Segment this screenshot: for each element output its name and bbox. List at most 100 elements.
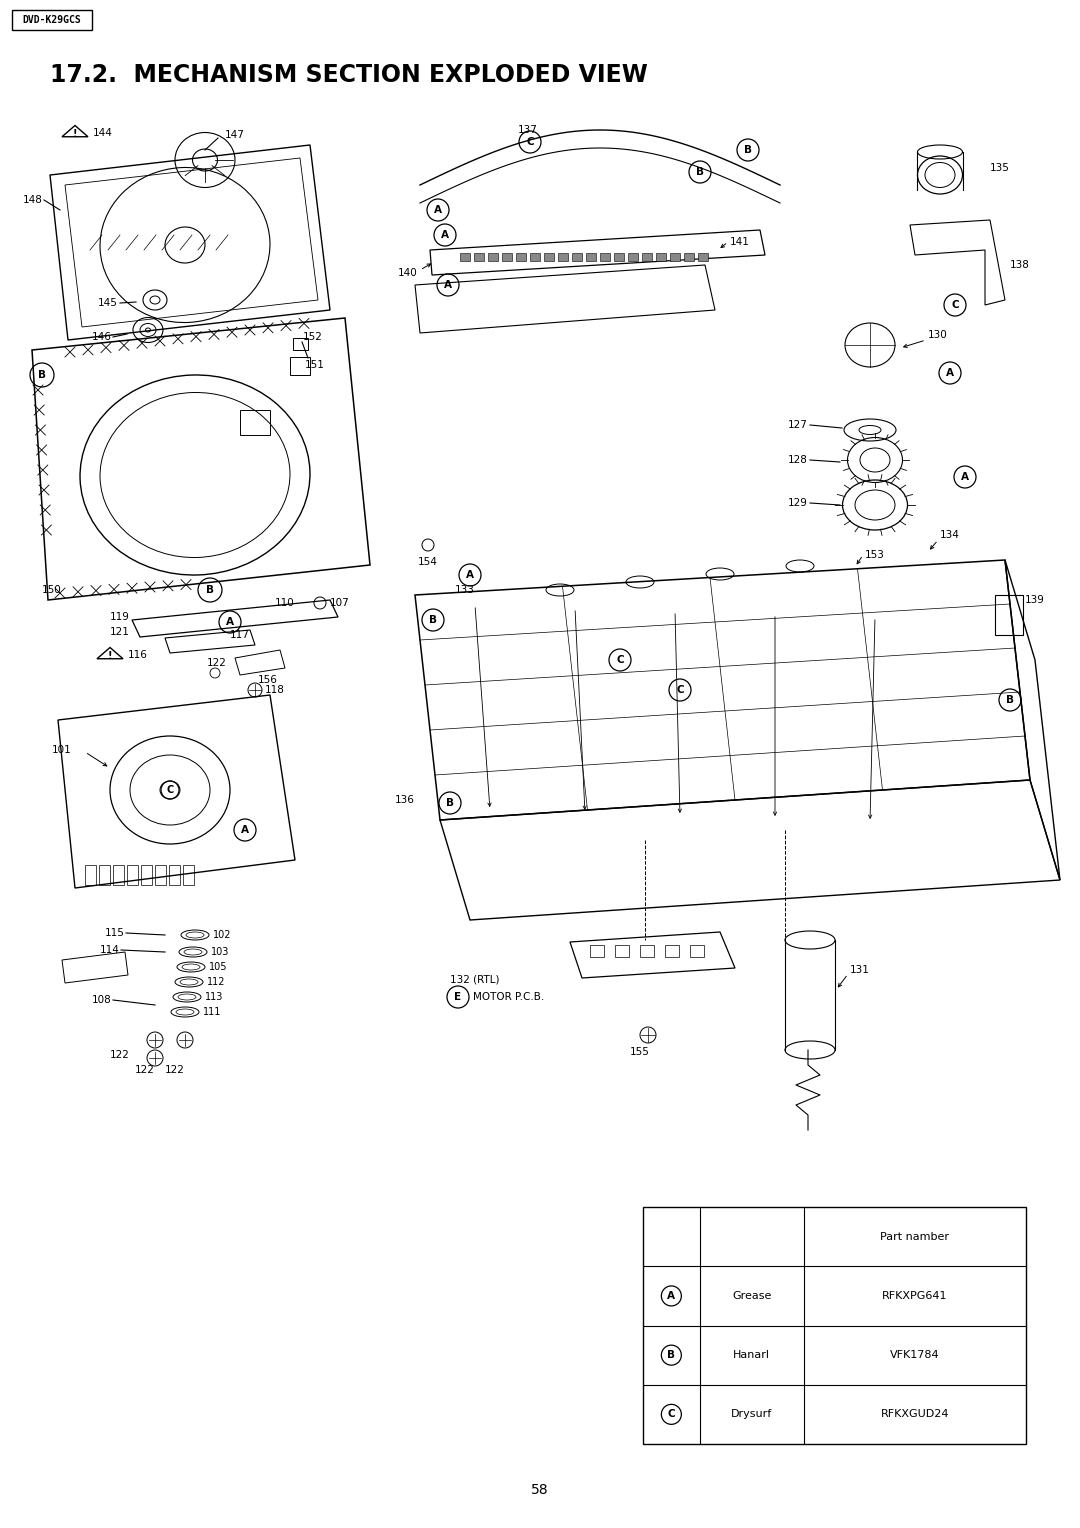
Bar [572,254,582,261]
Bar [141,865,152,885]
Text: 140: 140 [399,267,418,278]
Text: A: A [961,472,969,481]
Text: 133: 133 [455,585,475,594]
Text: 121: 121 [110,626,130,637]
Text: B: B [744,145,752,154]
Bar [113,865,124,885]
Text: 129: 129 [788,498,808,507]
Text: 17.2.  MECHANISM SECTION EXPLODED VIEW: 17.2. MECHANISM SECTION EXPLODED VIEW [50,63,648,87]
Text: 146: 146 [92,332,112,342]
Bar [85,865,96,885]
Text: 145: 145 [98,298,118,309]
Text: C: C [951,299,959,310]
Bar [99,865,110,885]
Text: 155: 155 [630,1047,650,1057]
Text: 112: 112 [207,976,226,987]
Text: B: B [446,798,454,808]
Bar [502,254,512,261]
Text: 118: 118 [265,685,285,695]
Text: 154: 154 [418,558,437,567]
Bar [684,254,694,261]
Text: 131: 131 [850,966,869,975]
Text: C: C [166,785,174,795]
Text: 127: 127 [788,420,808,429]
Bar [544,254,554,261]
Text: 136: 136 [395,795,415,805]
Bar [590,944,604,957]
Text: B: B [1005,695,1014,704]
Bar [168,865,180,885]
Text: RFKXPG641: RFKXPG641 [882,1291,947,1300]
Bar [558,254,568,261]
Text: 150: 150 [42,585,62,594]
Text: 148: 148 [23,196,43,205]
Text: B: B [429,614,437,625]
Text: A: A [465,570,474,581]
Text: A: A [667,1291,675,1300]
Text: 144: 144 [93,128,113,138]
Text: 139: 139 [1025,594,1044,605]
Text: 137: 137 [518,125,538,134]
Bar [640,944,654,957]
Text: 108: 108 [92,995,112,1005]
Bar [600,254,610,261]
Text: A: A [434,205,442,215]
Bar [665,944,679,957]
Text: 128: 128 [788,455,808,465]
Text: !: ! [108,651,112,662]
Text: 102: 102 [213,931,231,940]
Text: 101: 101 [52,746,71,755]
Bar [642,254,652,261]
Bar [530,254,540,261]
Bar [460,254,470,261]
Text: 110: 110 [275,597,295,608]
Text: 119: 119 [110,613,130,622]
Text: 156: 156 [258,675,278,685]
Text: 152: 152 [303,332,323,342]
Text: A: A [241,825,249,834]
Text: B: B [38,370,46,380]
Text: Grease: Grease [732,1291,771,1300]
Bar [656,254,666,261]
Text: DVD-K29GCS: DVD-K29GCS [23,15,81,24]
Bar [240,410,270,435]
Text: MOTOR P.C.B.: MOTOR P.C.B. [473,992,544,1002]
Text: 111: 111 [203,1007,221,1018]
Text: 116: 116 [129,649,148,660]
Text: 138: 138 [1010,260,1030,270]
Text: 105: 105 [210,963,228,972]
Text: C: C [667,1409,675,1420]
Bar [474,254,484,261]
Text: A: A [226,617,234,626]
Bar [183,865,194,885]
Bar [291,358,310,374]
Text: 115: 115 [105,927,125,938]
Text: Part namber: Part namber [880,1232,949,1242]
Bar [615,944,629,957]
Text: B: B [696,167,704,177]
Text: 103: 103 [211,947,229,957]
Bar [698,254,708,261]
Text: Drysurf: Drysurf [731,1409,772,1420]
Text: VFK1784: VFK1784 [890,1351,940,1360]
Text: 122: 122 [135,1065,154,1076]
Bar [488,254,498,261]
Bar [586,254,596,261]
Text: 113: 113 [205,992,224,1002]
Text: 114: 114 [100,944,120,955]
Text: !: ! [72,130,78,139]
Text: 107: 107 [330,597,350,608]
Text: 117: 117 [230,630,249,640]
Text: B: B [206,585,214,594]
Bar [156,865,166,885]
Bar [690,944,704,957]
Text: RFKXGUD24: RFKXGUD24 [880,1409,949,1420]
Text: 147: 147 [225,130,245,141]
Text: 130: 130 [928,330,948,341]
Text: E: E [455,992,461,1002]
Bar [127,865,138,885]
Text: 122: 122 [110,1050,130,1060]
Bar [293,338,308,350]
Text: C: C [526,138,534,147]
Bar [615,254,624,261]
